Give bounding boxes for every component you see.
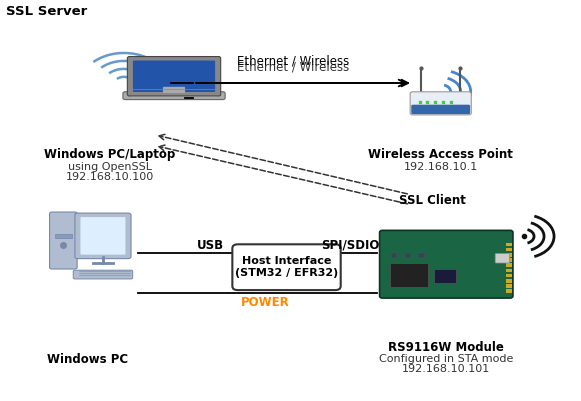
FancyBboxPatch shape xyxy=(390,263,428,287)
Text: Configured in STA mode: Configured in STA mode xyxy=(379,354,514,364)
Bar xyxy=(390,253,397,258)
Bar xyxy=(505,253,512,257)
FancyBboxPatch shape xyxy=(80,217,125,255)
Bar xyxy=(418,253,425,258)
Text: SSL Client: SSL Client xyxy=(399,194,466,207)
Bar xyxy=(505,248,512,251)
Bar xyxy=(505,289,512,293)
Bar xyxy=(505,243,512,246)
Text: Wireless Access Point: Wireless Access Point xyxy=(368,148,513,161)
Text: using OpenSSL: using OpenSSL xyxy=(68,162,152,172)
Text: Host Interface
(STM32 / EFR32): Host Interface (STM32 / EFR32) xyxy=(235,256,338,278)
Bar xyxy=(505,263,512,267)
Text: Ethernet / Wireless: Ethernet / Wireless xyxy=(238,61,350,74)
FancyBboxPatch shape xyxy=(495,253,510,263)
Text: Windows PC/Laptop: Windows PC/Laptop xyxy=(45,148,175,161)
Text: Ethernet / Wireless: Ethernet / Wireless xyxy=(238,54,350,67)
Text: 192.168.10.101: 192.168.10.101 xyxy=(402,365,490,375)
Bar xyxy=(505,258,512,262)
Bar xyxy=(55,234,72,238)
FancyBboxPatch shape xyxy=(127,57,221,96)
Text: 192.168.10.1: 192.168.10.1 xyxy=(404,162,478,172)
FancyBboxPatch shape xyxy=(73,270,132,279)
Text: USB: USB xyxy=(196,239,224,251)
Text: SSL Server: SSL Server xyxy=(6,5,87,18)
Text: POWER: POWER xyxy=(241,296,290,308)
Bar xyxy=(505,284,512,288)
Text: Windows PC: Windows PC xyxy=(47,353,128,366)
FancyBboxPatch shape xyxy=(410,92,471,115)
FancyBboxPatch shape xyxy=(434,269,456,283)
FancyBboxPatch shape xyxy=(75,213,131,259)
FancyBboxPatch shape xyxy=(123,92,225,99)
FancyBboxPatch shape xyxy=(163,87,185,93)
Bar xyxy=(505,274,512,277)
FancyBboxPatch shape xyxy=(411,105,470,114)
FancyBboxPatch shape xyxy=(49,212,77,269)
Text: RS9116W Module: RS9116W Module xyxy=(388,341,504,354)
Text: 192.168.10.100: 192.168.10.100 xyxy=(66,172,154,182)
FancyBboxPatch shape xyxy=(232,244,340,290)
Bar xyxy=(505,269,512,272)
FancyBboxPatch shape xyxy=(133,61,215,92)
FancyBboxPatch shape xyxy=(379,230,513,298)
Bar xyxy=(404,253,411,258)
Text: SPI/SDIO: SPI/SDIO xyxy=(321,239,379,251)
Bar xyxy=(505,279,512,283)
